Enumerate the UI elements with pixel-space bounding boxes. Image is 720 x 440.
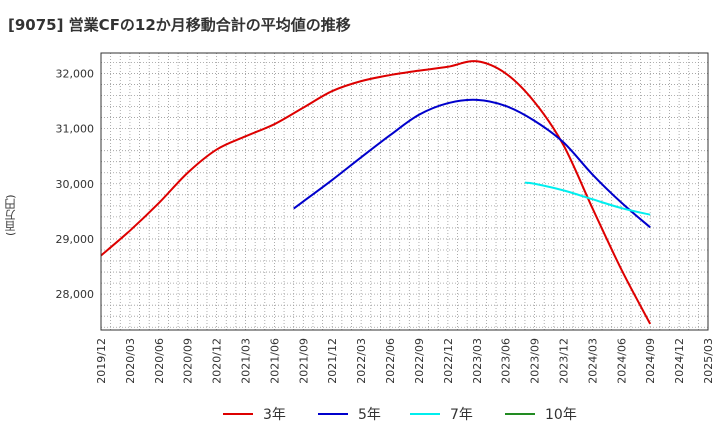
- chart-title: [9075] 営業CFの12か月移動合計の平均値の推移: [8, 16, 351, 34]
- x-tick-label: 2023/09: [529, 338, 542, 384]
- legend-label-3年: 3年: [263, 407, 286, 423]
- x-tick-label: 2022/03: [355, 338, 368, 384]
- x-tick-label: 2024/06: [615, 338, 628, 384]
- plot-area: [101, 53, 708, 330]
- x-tick-label: 2020/12: [211, 338, 224, 384]
- legend-label-7年: 7年: [450, 407, 473, 423]
- x-tick-label: 2023/12: [557, 338, 570, 384]
- legend: 3年 5年 7年 10年: [223, 407, 577, 423]
- y-tick-label: 32,000: [56, 67, 95, 80]
- y-tick-label: 31,000: [56, 123, 95, 136]
- y-tick-label: 28,000: [56, 288, 95, 301]
- x-axis-ticks: 2019/12 2020/03 2020/06 2020/09 2020/12 2021/…: [95, 338, 715, 384]
- series-line-5年: [293, 98, 651, 229]
- x-tick-label: 2019/12: [95, 338, 108, 384]
- x-tick-label: 2020/03: [124, 338, 137, 384]
- x-tick-label: 2022/06: [384, 338, 397, 384]
- y-tick-label: 30,000: [56, 178, 95, 191]
- x-tick-label: 2024/03: [586, 338, 599, 384]
- x-tick-label: 2021/09: [297, 338, 310, 384]
- x-tick-label: 2025/03: [702, 338, 715, 384]
- y-tick-label: 29,000: [56, 233, 95, 246]
- x-tick-label: 2022/09: [413, 338, 426, 384]
- legend-label-5年: 5年: [358, 407, 381, 423]
- x-tick-label: 2021/06: [268, 338, 281, 384]
- x-tick-label: 2023/03: [471, 338, 484, 384]
- x-tick-label: 2020/06: [153, 338, 166, 384]
- series-line-3年: [100, 60, 652, 325]
- x-tick-label: 2024/12: [673, 338, 686, 384]
- x-tick-label: 2023/06: [500, 338, 513, 384]
- x-tick-label: 2021/03: [240, 338, 253, 384]
- series-line-7年: [524, 181, 651, 216]
- x-tick-label: 2021/12: [326, 338, 339, 384]
- x-tick-label: 2022/12: [442, 338, 455, 384]
- series-lines: [100, 60, 652, 325]
- plot-frame: [100, 52, 709, 331]
- legend-label-10年: 10年: [545, 407, 577, 423]
- x-tick-label: 2020/09: [182, 338, 195, 384]
- x-tick-label: 2024/09: [644, 338, 657, 384]
- y-axis-ticks: 28,000 29,000 30,000 31,000 32,000: [56, 67, 95, 301]
